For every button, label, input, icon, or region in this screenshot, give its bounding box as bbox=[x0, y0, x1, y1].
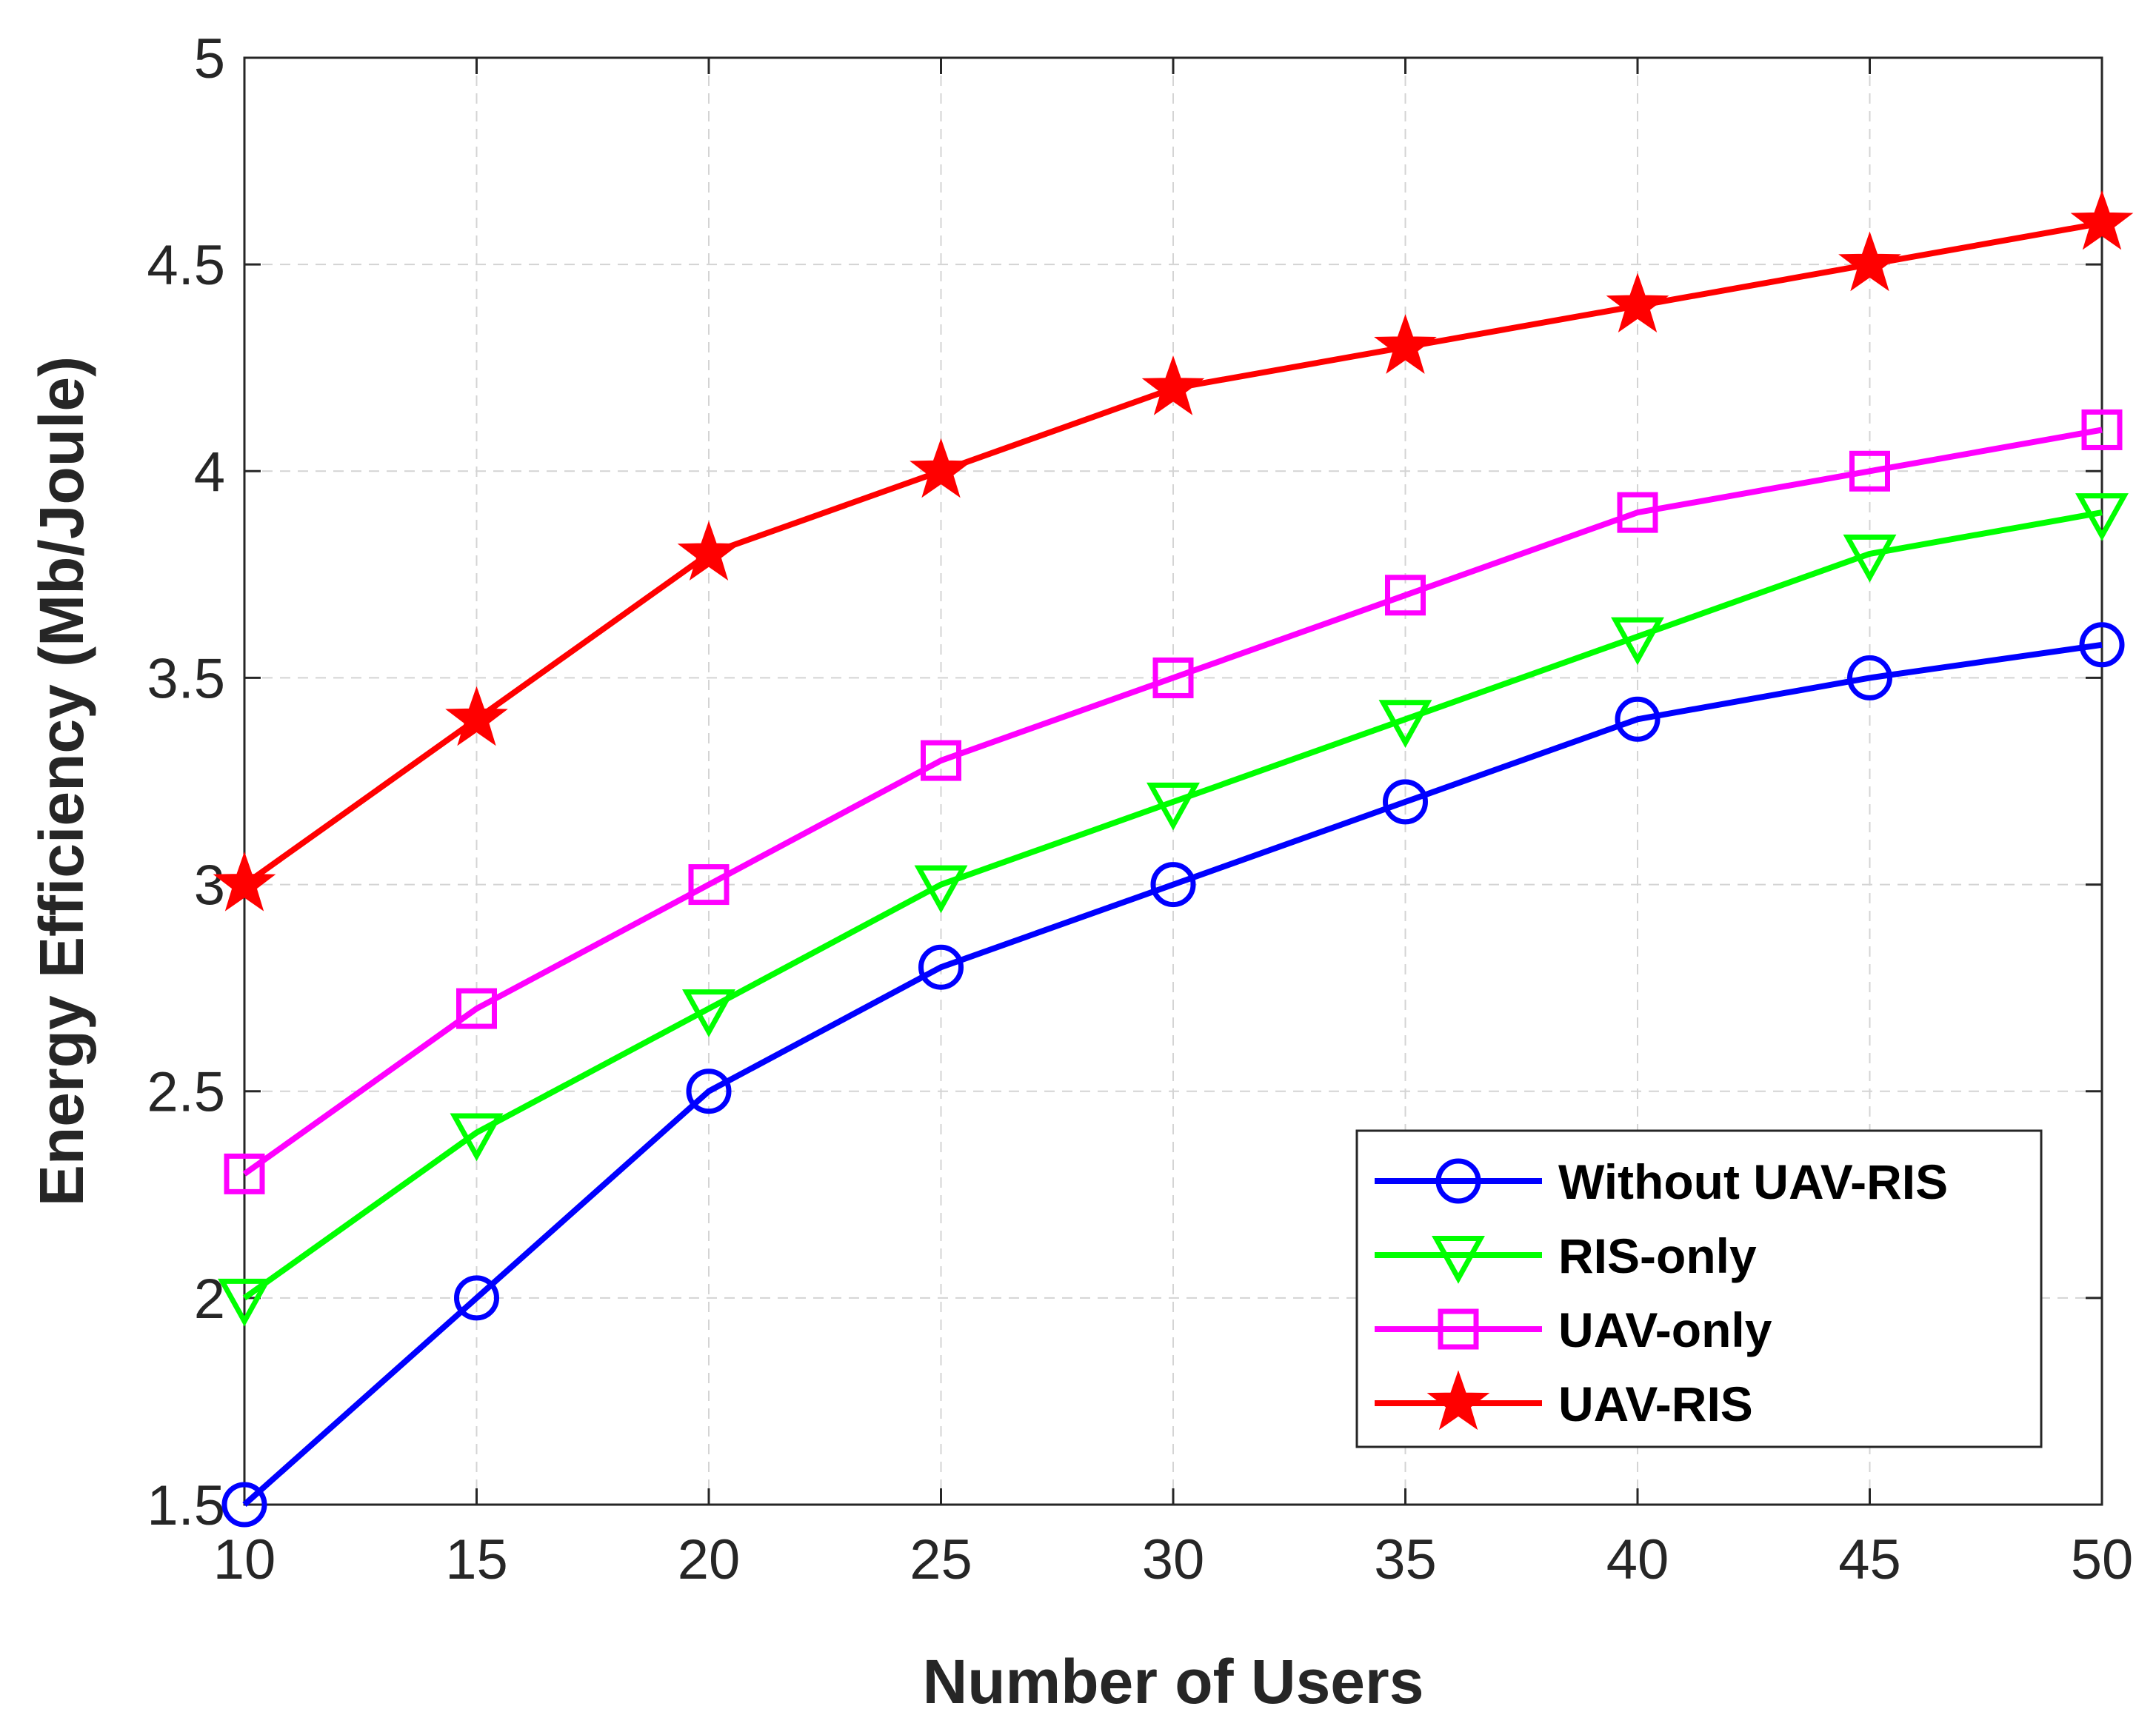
series-line bbox=[242, 509, 2103, 1301]
data-point bbox=[1611, 617, 1664, 666]
y-tick-label: 2 bbox=[194, 1268, 225, 1331]
legend-marker bbox=[1432, 1236, 1485, 1284]
data-point bbox=[218, 1278, 271, 1327]
legend-marker bbox=[1438, 1308, 1479, 1350]
x-tick-label: 30 bbox=[1142, 1528, 1205, 1591]
data-point bbox=[454, 1275, 499, 1321]
data-point bbox=[1147, 782, 1200, 831]
data-point bbox=[2075, 493, 2129, 541]
legend-entry: RIS-only bbox=[1375, 1228, 1757, 1284]
x-axis-title: Number of Users bbox=[923, 1647, 1424, 1716]
data-point bbox=[1383, 779, 1428, 825]
data-point bbox=[450, 1113, 504, 1162]
legend-label: UAV-RIS bbox=[1558, 1377, 1753, 1431]
data-point bbox=[224, 1153, 265, 1194]
series-line bbox=[242, 427, 2103, 1177]
data-point bbox=[1606, 272, 1669, 332]
legend-marker bbox=[1426, 1370, 1490, 1431]
legend-label: UAV-only bbox=[1558, 1302, 1772, 1357]
x-tick-label: 45 bbox=[1838, 1528, 1901, 1591]
series-line bbox=[242, 641, 2103, 1507]
x-tick-label: 35 bbox=[1374, 1528, 1437, 1591]
series-lines bbox=[213, 190, 2134, 1528]
y-tick-label: 5 bbox=[194, 27, 225, 90]
legend-entry: UAV-RIS bbox=[1375, 1370, 1753, 1431]
legend: Without UAV-RIS RIS-only UAV-only UAV-RIS bbox=[1355, 1129, 2043, 1448]
data-point bbox=[1378, 700, 1432, 749]
data-point bbox=[688, 864, 730, 906]
data-point bbox=[1615, 696, 1661, 742]
data-point bbox=[921, 740, 961, 781]
data-point bbox=[1838, 231, 1901, 292]
legend-entry: Without UAV-RIS bbox=[1375, 1154, 1948, 1209]
data-point bbox=[445, 686, 508, 746]
y-tick-label: 3.5 bbox=[147, 647, 225, 710]
x-tick-label: 15 bbox=[445, 1528, 508, 1591]
data-point bbox=[677, 521, 741, 581]
data-point bbox=[221, 1482, 267, 1528]
data-point bbox=[1847, 655, 1892, 700]
legend-entry: UAV-only bbox=[1375, 1302, 1772, 1357]
series-uav-only bbox=[224, 409, 2123, 1194]
series-without-uav-ris bbox=[221, 622, 2125, 1528]
data-point bbox=[918, 944, 964, 990]
axis-ticks: 10 15 20 25 30 35 40 45 50 1.5 2 2.5 3 3.5 4 4.5 5 bbox=[147, 27, 2133, 1591]
data-point bbox=[1843, 534, 1897, 583]
x-tick-label: 20 bbox=[678, 1528, 741, 1591]
data-point bbox=[1374, 314, 1437, 374]
data-point bbox=[456, 988, 497, 1029]
data-point bbox=[2079, 622, 2125, 668]
data-point bbox=[910, 438, 972, 498]
data-point bbox=[914, 865, 968, 914]
legend-label: Without UAV-RIS bbox=[1558, 1154, 1948, 1209]
data-point bbox=[213, 852, 276, 912]
x-tick-label: 50 bbox=[2071, 1528, 2134, 1591]
data-point bbox=[1617, 492, 1658, 533]
data-point bbox=[2081, 409, 2123, 450]
y-tick-label: 4 bbox=[194, 441, 225, 504]
data-point bbox=[1141, 355, 1205, 415]
data-point bbox=[1385, 575, 1426, 616]
data-point bbox=[682, 989, 735, 1037]
y-axis-title: Energy Efficiency (Mb/Joule) bbox=[27, 356, 96, 1206]
legend-marker bbox=[1435, 1158, 1481, 1204]
y-tick-label: 3 bbox=[194, 855, 225, 917]
data-point bbox=[1152, 657, 1194, 698]
y-tick-label: 4.5 bbox=[147, 234, 225, 297]
y-tick-label: 2.5 bbox=[147, 1061, 225, 1124]
data-point bbox=[1150, 862, 1196, 908]
data-point bbox=[1849, 450, 1890, 492]
x-tick-label: 25 bbox=[910, 1528, 972, 1591]
x-tick-label: 40 bbox=[1606, 1528, 1669, 1591]
series-ris-only bbox=[218, 493, 2129, 1327]
data-point bbox=[686, 1068, 732, 1114]
y-tick-label: 1.5 bbox=[147, 1474, 225, 1537]
x-tick-label: 10 bbox=[213, 1528, 276, 1591]
legend-label: RIS-only bbox=[1558, 1228, 1757, 1283]
series-uav-ris bbox=[213, 190, 2134, 912]
data-point bbox=[2070, 190, 2134, 250]
